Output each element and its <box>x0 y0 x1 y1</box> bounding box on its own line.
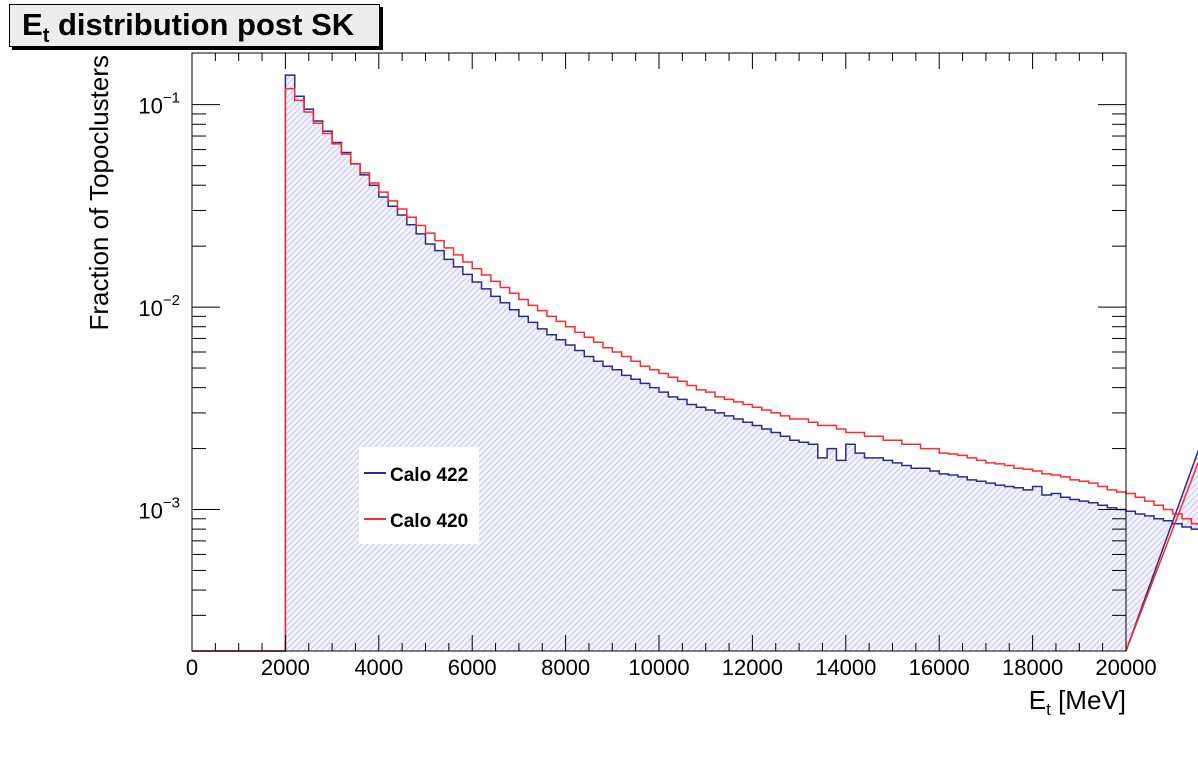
legend: Calo 422 Calo 420 <box>359 447 479 544</box>
title-rest: distribution post SK <box>49 7 355 42</box>
x-tick-label: 12000 <box>722 655 783 680</box>
x-tick-label: 10000 <box>628 655 689 680</box>
x-tick-label: 14000 <box>815 655 876 680</box>
x-tick-label: 18000 <box>1002 655 1063 680</box>
legend-label-calo422: Calo 422 <box>390 465 468 486</box>
x-axis-label-sub: t <box>1046 700 1051 719</box>
x-tick-label: 4000 <box>354 655 403 680</box>
histogram-fill <box>285 75 1198 651</box>
x-axis-label-main: E <box>1029 685 1046 715</box>
series-line-calo422 <box>192 74 1198 652</box>
x-axis-label: Et [MeV] <box>1029 685 1126 719</box>
title-sub: t <box>42 25 50 47</box>
x-tick-label: 0 <box>186 655 198 680</box>
x-axis-label-rest: [MeV] <box>1051 685 1126 715</box>
x-tick-label: 2000 <box>261 655 310 680</box>
axis-ticks <box>191 53 1127 652</box>
series-layer <box>192 74 1198 652</box>
legend-label-calo420: Calo 420 <box>390 511 468 532</box>
x-tick-label: 8000 <box>541 655 590 680</box>
y-tick-labels: 10−1 10−2 10−3 <box>138 90 180 524</box>
x-tick-label: 16000 <box>909 655 970 680</box>
chart-title: Et distribution post SK <box>9 4 380 47</box>
legend-box <box>359 447 479 544</box>
series-fill-calo422 <box>285 75 1198 651</box>
title-main: E <box>22 7 43 42</box>
y-tick-label: 10−3 <box>138 495 180 524</box>
y-tick-label: 10−2 <box>138 292 180 321</box>
x-tick-label: 6000 <box>448 655 497 680</box>
series-line-calo420 <box>192 87 1198 652</box>
y-axis-label: Fraction of Topoclusters <box>84 55 114 331</box>
y-tick-label: 10−1 <box>138 90 180 119</box>
x-tick-label: 20000 <box>1095 655 1156 680</box>
x-tick-labels: 0 2000 4000 6000 8000 10000 12000 14000 16000 180… <box>186 655 1157 680</box>
